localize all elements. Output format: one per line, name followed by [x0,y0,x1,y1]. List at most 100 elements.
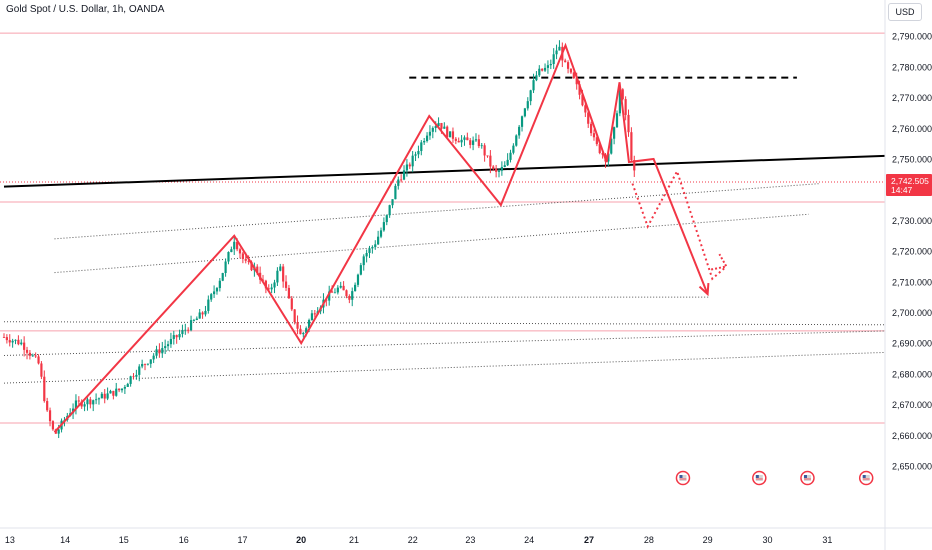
candle-body [204,310,207,315]
x-tick-label: 30 [763,535,773,545]
candle-body [408,164,411,167]
y-tick-label: 2,790.000 [892,32,932,42]
candle-body [14,339,17,341]
candle-body [155,349,158,356]
candle-body [233,241,236,250]
candle-body [178,334,181,338]
x-tick-label: 24 [524,535,534,545]
candle-body [627,114,630,133]
candle-body [241,253,244,259]
y-tick-label: 2,670.000 [892,400,932,410]
candle-body [51,421,55,430]
candle-body [103,393,106,399]
x-tick-label: 27 [584,535,594,545]
candle-body [400,179,403,181]
candle-body [342,285,345,291]
candle-body [141,364,144,367]
candle-body [207,299,210,311]
y-tick-label: 2,760.000 [892,124,932,134]
candle-body [515,135,518,146]
candle-body [20,342,23,345]
candle-body [250,261,253,271]
candle-body [184,329,187,331]
candle-body [152,355,155,360]
candle-body [227,252,230,262]
y-tick-label: 2,690.000 [892,339,932,349]
candle-body [224,261,227,273]
currency-selector-button[interactable]: USD [888,3,922,21]
y-tick-label: 2,720.000 [892,247,932,257]
projection-arrow-head [710,253,728,271]
candle-body [552,54,555,65]
event-icon-flag [803,475,811,481]
candle-body [503,165,506,167]
candle-body [244,258,247,261]
candle-body [40,363,43,377]
candle-body [330,291,334,293]
candle-body [538,68,541,76]
candle-body [506,159,509,166]
candle-body [100,393,103,399]
candle-body [382,222,385,231]
candle-body [333,292,337,294]
candle-body [238,249,242,254]
candle-body [581,94,584,106]
candle-body [555,50,558,55]
candle-body [454,138,457,141]
y-tick-label: 2,780.000 [892,62,932,72]
candle-body [89,399,92,405]
candle-body [448,131,452,138]
candle-body [310,313,314,321]
candle-body [287,287,291,299]
candle-body [123,386,126,389]
candle-body [80,401,83,407]
candle-body [48,410,52,422]
candle-body [270,287,273,290]
y-tick-label: 2,700.000 [892,308,932,318]
candle-body [2,337,6,338]
candle-body [377,236,380,245]
candle-body [613,127,616,139]
candle-body [166,344,170,347]
candle-body [46,401,49,411]
candle-body [543,67,547,71]
candle-body [169,338,173,345]
candle-body [195,318,198,321]
candle-body [210,294,213,300]
projection-dotted-path [631,168,728,281]
candle-body [437,123,440,127]
candle-body [339,285,342,288]
candle-body [526,101,529,109]
x-tick-label: 14 [60,535,70,545]
candle-body [34,355,37,357]
candle-body [189,320,193,331]
candle-body [164,346,167,349]
candle-body [83,404,86,407]
candle-body [500,166,503,171]
channel-line [54,183,821,240]
candle-body [172,335,175,339]
candle-body [354,284,357,292]
candle-body [518,126,521,136]
candle-body [247,260,250,262]
y-tick-label: 2,770.000 [892,93,932,103]
candle-body [463,137,466,140]
y-tick-label: 2,710.000 [892,277,932,287]
candle-body [472,140,475,145]
candle-body [549,64,552,66]
candle-body [509,152,512,160]
candle-body [198,312,201,319]
candle-body [520,116,524,127]
candle-body [25,349,29,353]
candle-body [57,429,60,434]
x-tick-label: 13 [5,535,15,545]
candle-body [423,140,426,143]
candle-body [221,272,224,281]
candle-body [348,296,351,300]
candle-body [109,390,112,394]
candle-body [558,46,561,51]
candle-body [345,290,348,297]
candle-body [633,160,636,171]
